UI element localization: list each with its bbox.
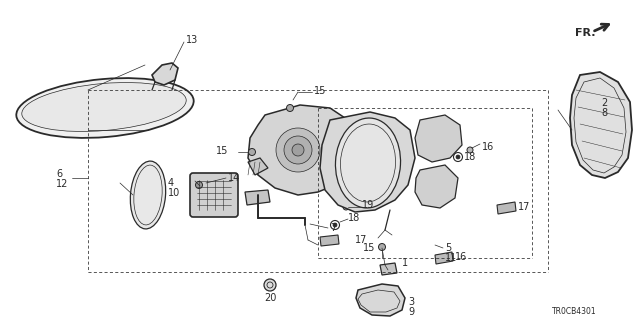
Circle shape bbox=[195, 181, 202, 188]
Text: 15: 15 bbox=[314, 86, 326, 96]
Polygon shape bbox=[380, 263, 397, 275]
Circle shape bbox=[467, 147, 473, 153]
Text: 12: 12 bbox=[56, 179, 68, 189]
Circle shape bbox=[248, 148, 255, 156]
Polygon shape bbox=[415, 165, 458, 208]
Text: 15: 15 bbox=[216, 146, 228, 156]
Text: 5: 5 bbox=[445, 243, 451, 253]
Text: 8: 8 bbox=[601, 108, 607, 118]
Text: 9: 9 bbox=[408, 307, 414, 317]
Text: 20: 20 bbox=[264, 293, 276, 303]
Text: 16: 16 bbox=[482, 142, 494, 152]
Text: 18: 18 bbox=[464, 152, 476, 162]
Text: 10: 10 bbox=[168, 188, 180, 198]
Text: 16: 16 bbox=[455, 252, 467, 262]
Circle shape bbox=[343, 204, 349, 210]
Polygon shape bbox=[152, 63, 178, 85]
Text: 14: 14 bbox=[228, 173, 240, 183]
Text: 6: 6 bbox=[56, 169, 62, 179]
Polygon shape bbox=[320, 112, 415, 212]
Text: FR.: FR. bbox=[575, 28, 595, 38]
Circle shape bbox=[333, 223, 337, 227]
Polygon shape bbox=[248, 105, 355, 195]
Text: 3: 3 bbox=[408, 297, 414, 307]
Circle shape bbox=[276, 128, 320, 172]
Circle shape bbox=[284, 136, 312, 164]
Circle shape bbox=[378, 244, 385, 251]
Text: 18: 18 bbox=[348, 213, 360, 223]
Circle shape bbox=[264, 279, 276, 291]
Polygon shape bbox=[245, 190, 270, 205]
Circle shape bbox=[292, 144, 304, 156]
Text: 17: 17 bbox=[518, 202, 531, 212]
Ellipse shape bbox=[131, 161, 166, 229]
FancyBboxPatch shape bbox=[190, 173, 238, 217]
Text: 13: 13 bbox=[186, 35, 198, 45]
Text: 7: 7 bbox=[330, 223, 336, 233]
Polygon shape bbox=[356, 284, 405, 316]
Text: 15: 15 bbox=[363, 243, 375, 253]
Circle shape bbox=[456, 155, 460, 159]
Polygon shape bbox=[248, 158, 268, 175]
Text: TR0CB4301: TR0CB4301 bbox=[552, 308, 596, 316]
Polygon shape bbox=[570, 72, 632, 178]
Text: 4: 4 bbox=[168, 178, 174, 188]
Text: 1: 1 bbox=[402, 258, 408, 268]
Ellipse shape bbox=[22, 83, 186, 132]
Polygon shape bbox=[415, 115, 462, 162]
Text: 19: 19 bbox=[362, 200, 374, 210]
Polygon shape bbox=[497, 202, 516, 214]
Ellipse shape bbox=[335, 118, 401, 208]
Circle shape bbox=[287, 105, 294, 111]
Text: 2: 2 bbox=[601, 98, 607, 108]
Text: 11: 11 bbox=[445, 253, 457, 263]
Polygon shape bbox=[435, 252, 453, 264]
Polygon shape bbox=[320, 235, 339, 246]
Text: 17: 17 bbox=[355, 235, 367, 245]
Ellipse shape bbox=[16, 78, 194, 138]
